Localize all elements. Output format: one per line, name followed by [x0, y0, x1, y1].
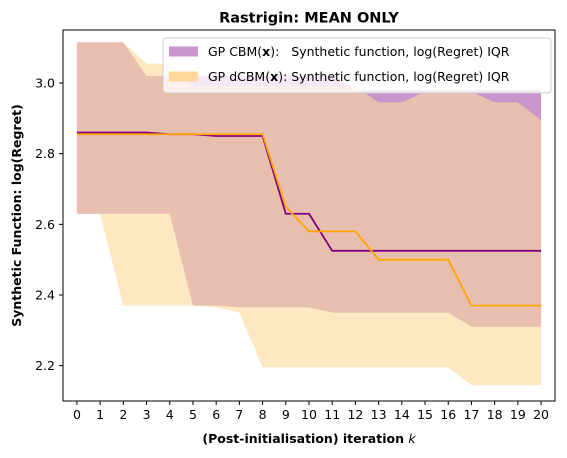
x-tick-label: 1	[96, 407, 104, 422]
x-tick-label: 12	[347, 407, 363, 422]
y-tick-label: 2.8	[35, 146, 55, 161]
x-tick-label: 10	[301, 407, 317, 422]
chart-title: Rastrigin: MEAN ONLY	[219, 11, 399, 27]
x-tick-label: 9	[282, 407, 290, 422]
x-tick-label: 19	[510, 407, 526, 422]
x-axis-title: (Post-initialisation) iteration k	[202, 431, 416, 446]
y-tick-label: 3.0	[35, 76, 55, 91]
median-line-series-1	[76, 133, 542, 307]
x-tick-label: 0	[73, 407, 81, 422]
y-axis-ticks: 2.2 2.4 2.6 2.8 3.0	[35, 76, 63, 373]
legend-swatch-dcbm	[169, 71, 198, 82]
x-tick-label: 2	[119, 407, 127, 422]
x-tick-label: 11	[324, 407, 340, 422]
y-tick-label: 2.2	[35, 358, 55, 373]
y-tick-label: 2.6	[35, 217, 55, 232]
x-tick-label: 17	[463, 407, 479, 422]
x-tick-label: 8	[259, 407, 267, 422]
legend-frame	[162, 37, 552, 94]
x-tick-label: 7	[235, 407, 243, 422]
legend-label-cbm: GP CBM(x): Synthetic function, log(Regre…	[208, 44, 510, 59]
plot-area	[76, 42, 542, 386]
x-axis-title-text: (Post-initialisation) iteration	[202, 431, 404, 446]
y-axis-title: Synthetic Function: log(Regret)	[9, 104, 24, 327]
legend: GP CBM(x): Synthetic function, log(Regre…	[162, 37, 552, 94]
y-tick-label: 2.4	[35, 288, 55, 303]
legend-swatch-cbm	[169, 46, 198, 57]
x-axis-title-variable: k	[408, 431, 416, 446]
legend-label-dcbm: GP dCBM(x): Synthetic function, log(Regr…	[208, 69, 510, 84]
x-tick-label: 20	[533, 407, 549, 422]
median-line-series-0	[76, 131, 542, 252]
x-tick-label: 3	[143, 407, 151, 422]
x-tick-label: 4	[166, 407, 174, 422]
x-tick-label: 18	[487, 407, 503, 422]
x-axis-ticks: 0 1 2 3 4 5 6 7 8 9 10 11 12 13 14 15 16 17 18 19 20	[73, 401, 549, 422]
x-tick-label: 5	[189, 407, 197, 422]
x-tick-label: 6	[212, 407, 220, 422]
x-tick-label: 14	[394, 407, 410, 422]
x-tick-label: 13	[371, 407, 387, 422]
x-tick-label: 16	[440, 407, 456, 422]
x-tick-label: 15	[417, 407, 433, 422]
